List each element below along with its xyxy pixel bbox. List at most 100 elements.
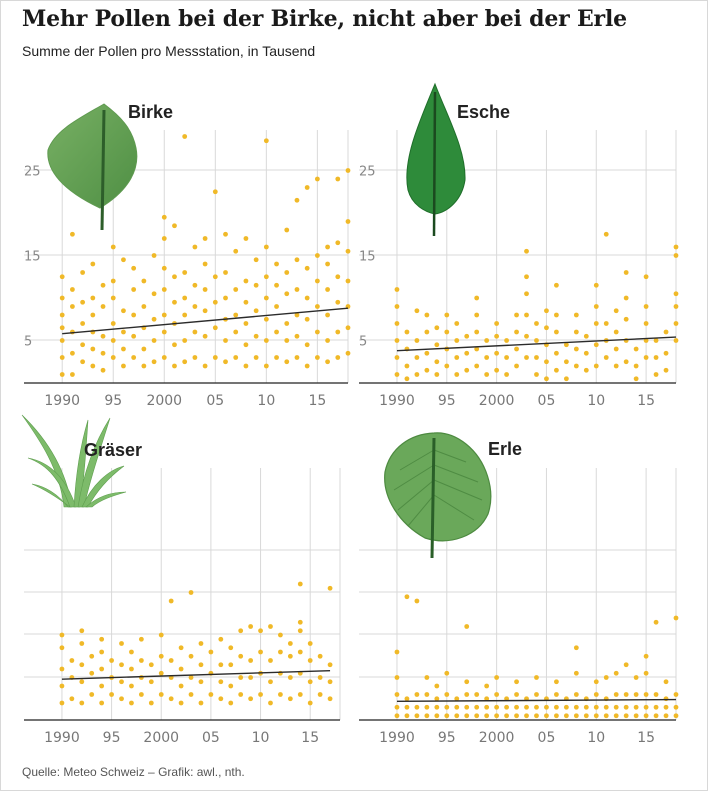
data-point: [335, 176, 341, 182]
data-point: [253, 282, 259, 288]
data-point: [327, 679, 333, 685]
data-point: [673, 615, 679, 621]
data-point: [394, 372, 400, 377]
x-tick-label: 10: [252, 730, 270, 746]
data-point: [327, 585, 333, 591]
data-point: [454, 704, 460, 710]
data-point: [663, 696, 669, 702]
data-point: [404, 713, 410, 719]
data-point: [414, 704, 420, 710]
data-point: [673, 244, 679, 250]
data-point: [573, 363, 579, 369]
data-point: [172, 342, 177, 348]
data-point: [593, 282, 599, 288]
data-point: [414, 713, 420, 719]
data-point: [345, 168, 351, 173]
data-point: [524, 312, 529, 318]
data-point: [514, 346, 519, 352]
data-point: [110, 244, 116, 250]
data-point: [663, 367, 669, 373]
data-point: [414, 372, 420, 377]
data-point: [673, 338, 679, 343]
y-tick-label: 15: [359, 250, 376, 265]
data-point: [335, 240, 341, 246]
data-point: [218, 679, 224, 685]
data-point: [534, 704, 539, 710]
data-point: [454, 696, 460, 702]
data-point: [188, 692, 194, 697]
data-point: [228, 683, 234, 689]
data-point: [70, 350, 75, 356]
data-point: [593, 679, 599, 685]
data-point: [474, 312, 480, 318]
data-point: [623, 692, 629, 697]
data-point: [474, 329, 480, 335]
data-point: [278, 692, 283, 697]
data-point: [573, 346, 579, 352]
data-point: [673, 713, 679, 719]
data-point: [613, 329, 619, 335]
data-point: [263, 338, 269, 343]
data-point: [404, 594, 410, 600]
data-point: [228, 645, 234, 651]
data-point: [110, 295, 116, 301]
data-point: [464, 692, 470, 697]
data-point: [414, 308, 420, 314]
data-point: [404, 696, 410, 702]
data-point: [307, 679, 313, 685]
data-point: [583, 367, 589, 373]
data-point: [69, 696, 75, 702]
data-point: [79, 628, 85, 634]
data-point: [404, 704, 410, 710]
data-point: [79, 641, 85, 646]
data-point: [243, 321, 249, 326]
data-point: [161, 236, 167, 241]
y-tick-label: 5: [24, 335, 32, 350]
data-point: [404, 329, 410, 335]
x-tick-label: 1990: [44, 393, 80, 409]
data-point: [223, 338, 228, 343]
data-point: [121, 329, 126, 335]
x-tick-label: 2000: [143, 730, 179, 746]
data-point: [623, 713, 629, 719]
data-point: [121, 257, 126, 263]
data-point: [673, 321, 679, 326]
data-point: [198, 662, 204, 668]
data-point: [243, 299, 249, 305]
data-point: [178, 683, 184, 689]
data-point: [284, 338, 290, 343]
data-point: [434, 704, 440, 710]
data-point: [573, 704, 579, 710]
data-point: [494, 333, 500, 339]
data-point: [161, 355, 167, 360]
data-point: [484, 372, 490, 377]
x-tick-labels: 1990 95 2000 05 10 15: [379, 730, 655, 746]
data-point: [212, 325, 218, 331]
data-point: [534, 675, 539, 680]
data-point: [464, 624, 470, 629]
data-point: [653, 713, 659, 719]
data-point: [297, 628, 303, 634]
data-point: [524, 355, 529, 360]
data-point: [188, 675, 194, 680]
data-point: [514, 312, 519, 318]
data-point: [141, 363, 147, 369]
data-point: [158, 692, 164, 697]
data-point: [434, 342, 440, 348]
data-point: [99, 649, 105, 655]
data-point: [554, 713, 559, 719]
data-point: [151, 316, 157, 322]
data-point: [504, 355, 509, 360]
data-point: [494, 704, 500, 710]
data-point: [434, 325, 440, 331]
data-point: [583, 704, 589, 710]
data-point: [119, 662, 124, 668]
data-point: [151, 338, 157, 343]
data-point: [129, 666, 134, 672]
data-point: [121, 346, 126, 352]
data-point: [327, 662, 333, 668]
data-point: [514, 704, 519, 710]
data-point: [643, 704, 649, 710]
data-point: [223, 270, 228, 275]
data-point: [233, 248, 239, 254]
